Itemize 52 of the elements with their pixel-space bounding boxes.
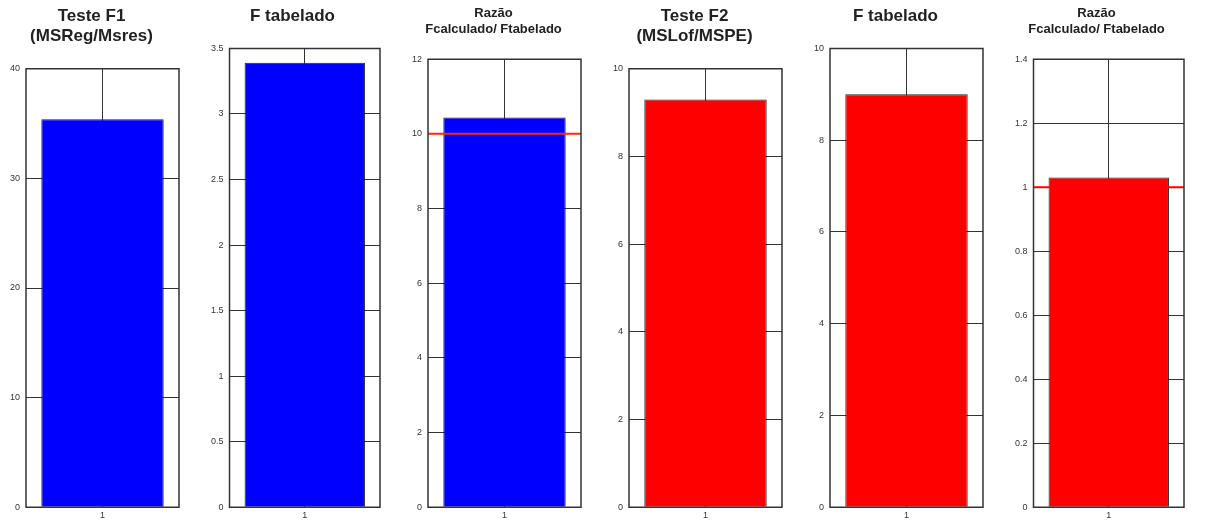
y-tick-label: 1.2: [1015, 117, 1028, 128]
y-tick-label: 1.5: [211, 305, 224, 316]
y-tick-label: 0: [618, 501, 624, 512]
y-tick-label: 40: [10, 63, 21, 74]
x-tick-label: 1: [703, 510, 709, 521]
y-tick-label: 20: [10, 282, 21, 293]
chart-title: F tabelado: [852, 5, 939, 25]
y-tick-label: 0.4: [1015, 373, 1028, 384]
y-tick-label: 12: [412, 53, 423, 64]
y-tick-label: 6: [819, 226, 825, 237]
y-tick-label: 10: [412, 128, 423, 139]
y-tick-label: 4: [417, 352, 423, 363]
y-tick-label: 2.5: [211, 173, 224, 184]
chart-title: Razão Fcalculado/ Ftabelado: [1028, 5, 1165, 36]
y-tick-label: 4: [618, 326, 624, 337]
y-tick-label: 1: [1022, 181, 1028, 192]
y-tick-label: 6: [417, 277, 423, 288]
y-tick-label: 0.8: [1015, 245, 1028, 256]
y-tick-label: 6: [618, 238, 624, 249]
chart-title: Teste F1 (MSReg/Msres): [30, 5, 153, 46]
y-tick-label: 1: [218, 370, 224, 381]
y-tick-label: 30: [10, 172, 21, 183]
y-tick-label: 0: [417, 501, 423, 512]
y-tick-label: 0.2: [1015, 437, 1028, 448]
y-tick-label: 4: [819, 318, 825, 329]
x-tick-label: 1: [904, 510, 910, 521]
x-tick-label: 1: [100, 510, 106, 521]
y-tick-label: 1.4: [1015, 53, 1028, 64]
x-tick-label: 1: [502, 510, 508, 521]
y-tick-label: 0: [819, 501, 825, 512]
chart-title: Teste F2 (MSLof/MSPE): [636, 5, 753, 46]
y-tick-label: 2: [819, 409, 825, 420]
chart-title: F tabelado: [249, 5, 336, 25]
x-tick-label: 1: [302, 510, 308, 521]
y-tick-label: 0: [1022, 501, 1028, 512]
y-tick-label: 0: [218, 501, 224, 512]
x-tick-label: 1: [1106, 510, 1112, 521]
y-tick-label: 0.5: [211, 436, 224, 447]
y-tick-label: 2: [417, 427, 423, 438]
y-tick-label: 10: [814, 42, 825, 53]
y-tick-label: 3.5: [211, 42, 224, 53]
y-tick-label: 10: [613, 63, 624, 74]
y-tick-label: 3: [218, 108, 224, 119]
y-tick-label: 2: [618, 414, 624, 424]
y-tick-label: 2: [218, 239, 224, 250]
y-tick-label: 8: [819, 134, 825, 145]
y-tick-label: 10: [10, 392, 21, 403]
y-tick-label: 8: [417, 203, 423, 214]
y-tick-label: 0: [15, 501, 21, 512]
y-tick-label: 8: [618, 150, 624, 161]
chart-title: Razão Fcalculado/ Ftabelado: [425, 5, 562, 36]
y-tick-label: 0.6: [1015, 309, 1028, 320]
